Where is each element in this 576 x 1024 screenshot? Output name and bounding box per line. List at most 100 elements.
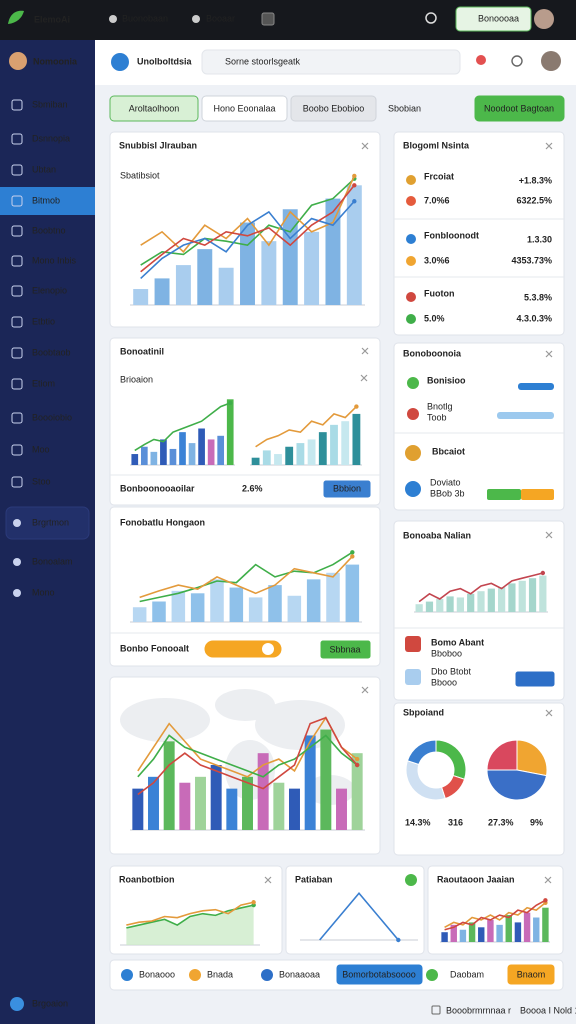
top-button[interactable] [455, 6, 532, 32]
close-icon[interactable] [360, 374, 368, 382]
top-button-label[interactable]: Bonoooaa [478, 13, 519, 23]
footer-item[interactable]: Bonaooo [139, 969, 175, 979]
item-label: Bnotlg [427, 401, 453, 411]
tab-label[interactable]: Hono Eoonalaa [213, 103, 275, 113]
pie-slice [406, 739, 437, 766]
bar [251, 457, 260, 465]
bar [304, 231, 320, 305]
tab[interactable] [290, 95, 377, 122]
bar [446, 596, 454, 612]
line [126, 901, 254, 926]
nav-link[interactable]: Booaar [206, 13, 235, 23]
logo [8, 10, 24, 24]
footer-item[interactable]: Bonaaoaa [279, 969, 320, 979]
menu-icon [11, 378, 23, 390]
bar [171, 590, 186, 622]
line [255, 406, 357, 448]
menu-item[interactable]: Mono [32, 587, 55, 597]
button-label[interactable]: Sbbnaa [329, 644, 360, 654]
bar [307, 439, 316, 465]
search-icon[interactable] [511, 55, 523, 67]
line [140, 178, 355, 266]
footer-item[interactable]: Daobam [450, 969, 484, 979]
bar [179, 782, 191, 830]
search-box[interactable] [201, 49, 461, 75]
menu-item[interactable]: Bitmob [32, 195, 60, 205]
bar [289, 788, 300, 830]
menu-item[interactable]: Moo [32, 444, 50, 454]
nav-icon[interactable] [261, 12, 275, 26]
footer-item[interactable]: Bnada [207, 969, 233, 979]
menu-item[interactable]: Boooiobio [32, 412, 72, 422]
panel-title: Bonoatinil [120, 346, 164, 356]
menu-item[interactable]: Boobtno [32, 225, 66, 235]
menu-item[interactable]: Mono Inbis [32, 255, 77, 265]
menu-item[interactable]: Sbmiban [32, 99, 68, 109]
button-label[interactable]: Bbbion [333, 483, 361, 493]
line [319, 891, 399, 941]
bar [198, 428, 205, 465]
action-label[interactable]: Noodoot Bagtoan [484, 103, 554, 113]
icon [192, 15, 200, 23]
tab-label[interactable]: Boobo Ebobioo [303, 103, 365, 113]
brand: ElemoAi [34, 14, 70, 24]
bar [336, 788, 347, 830]
close-icon[interactable] [545, 142, 553, 150]
tab-label[interactable]: Sbobian [388, 103, 421, 113]
close-icon[interactable] [361, 347, 369, 355]
menu-item[interactable]: Etiom [32, 378, 55, 388]
toggle[interactable] [204, 640, 282, 658]
bar [240, 222, 255, 305]
menu-item[interactable]: Elenopio [32, 285, 67, 295]
button[interactable] [323, 480, 371, 498]
pie-slice [486, 739, 518, 771]
close-icon[interactable] [361, 686, 369, 694]
close-icon[interactable] [264, 876, 272, 884]
close-icon[interactable] [545, 531, 553, 539]
bar [505, 915, 512, 942]
bar [132, 788, 144, 830]
close-icon[interactable] [544, 876, 552, 884]
button[interactable] [320, 640, 371, 659]
close-icon[interactable] [545, 709, 553, 717]
menu-item[interactable]: Ubtan [32, 164, 56, 174]
button[interactable] [507, 964, 555, 985]
button-label[interactable]: Bomorbotabsoooo [342, 969, 416, 979]
menu-item[interactable]: Stoo [32, 476, 51, 486]
menu-item[interactable]: Etbtio [32, 316, 55, 326]
icon [406, 234, 416, 244]
row-value: 1.3.30 [527, 234, 552, 244]
close-icon[interactable] [545, 350, 553, 358]
tab-label[interactable]: Aroltaolhoon [129, 103, 180, 113]
tab[interactable] [201, 95, 288, 122]
panel-title: Fonobatlu Hongaon [120, 517, 205, 527]
button-label[interactable]: Bnaom [517, 969, 546, 979]
header-title: Unolboltdsia [137, 56, 192, 66]
menu-item[interactable]: Brgrtmon [32, 517, 69, 527]
menu-icon [11, 412, 23, 424]
line-end [354, 404, 359, 409]
button[interactable] [336, 964, 423, 985]
tab[interactable] [109, 95, 199, 122]
button[interactable] [515, 671, 555, 687]
menu-icon [13, 519, 21, 527]
nav-link[interactable]: Buonobaan [122, 13, 168, 23]
menu-item[interactable]: Bonoalam [32, 556, 73, 566]
item-label: Toob [427, 412, 447, 422]
search-icon[interactable] [425, 12, 437, 24]
menu-icon [11, 444, 23, 456]
menu-item[interactable]: Dsnnopia [32, 133, 70, 143]
menu-item[interactable]: Boobtaob [32, 347, 71, 357]
line-end [352, 183, 357, 188]
bar [477, 591, 485, 612]
bar [352, 413, 361, 465]
status-text: Boooa I Nold 1 [520, 1005, 576, 1015]
bar [242, 776, 253, 830]
item-label: Dbo Btobt [431, 666, 472, 676]
bar [190, 593, 205, 622]
toggle-knob [262, 643, 274, 655]
bar [508, 583, 516, 612]
action-button[interactable] [474, 95, 565, 122]
close-icon[interactable] [361, 142, 369, 150]
